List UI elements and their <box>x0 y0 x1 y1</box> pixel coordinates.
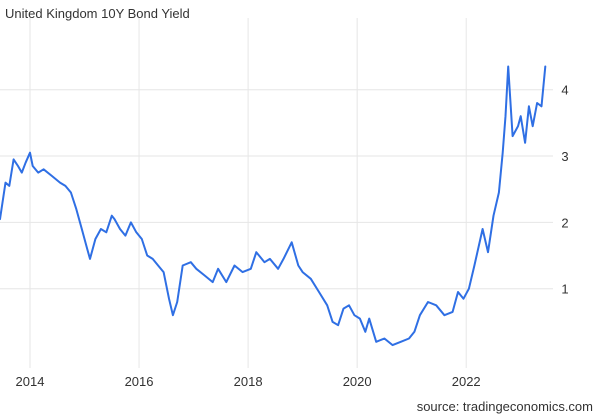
x-tick-label: 2014 <box>16 374 45 389</box>
y-tick-label: 4 <box>561 83 568 98</box>
series-line <box>0 65 547 347</box>
series-layer <box>0 65 547 347</box>
y-tick-label: 1 <box>561 282 568 297</box>
tick-labels: 2014 2016 2018 2020 2022 1 2 3 4 <box>16 83 569 389</box>
x-tick-label: 2016 <box>125 374 154 389</box>
chart-title: United Kingdom 10Y Bond Yield <box>5 6 190 21</box>
y-tick-label: 2 <box>561 215 568 230</box>
x-tick-label: 2020 <box>343 374 372 389</box>
x-tick-label: 2018 <box>234 374 263 389</box>
y-tick-label: 3 <box>561 149 568 164</box>
source-note: source: tradingeconomics.com <box>416 399 593 414</box>
x-tick-label: 2022 <box>452 374 481 389</box>
grid-lines <box>0 18 553 368</box>
